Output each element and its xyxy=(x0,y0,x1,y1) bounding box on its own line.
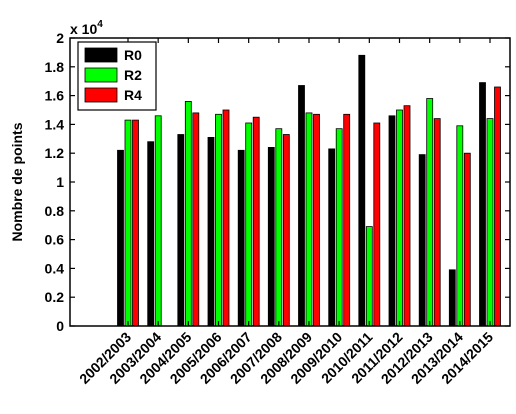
y-tick-label: 0.2 xyxy=(45,289,65,305)
bar-r0-4 xyxy=(237,149,245,327)
y-multiplier-exponent: 4 xyxy=(97,19,103,30)
bar-r0-9 xyxy=(388,115,396,327)
legend-label-r4: R4 xyxy=(124,87,142,103)
bars-group xyxy=(117,54,501,327)
legend-swatch-r4 xyxy=(84,87,118,103)
bar-r2-1 xyxy=(154,115,162,327)
bar-r2-6 xyxy=(305,112,313,327)
legend: R0 R2 R4 xyxy=(77,41,157,111)
bar-r0-5 xyxy=(267,146,275,327)
y-tick-label: 1 xyxy=(56,174,64,190)
bar-r2-5 xyxy=(275,128,283,327)
legend-swatch-r2 xyxy=(84,67,118,83)
legend-swatch-r0 xyxy=(84,47,118,63)
y-tick-label: 0.4 xyxy=(45,260,65,276)
bar-r0-10 xyxy=(418,154,426,327)
y-tick-label: 1.8 xyxy=(45,59,65,75)
y-tick-label: 0.8 xyxy=(45,203,65,219)
bar-r2-8 xyxy=(365,226,373,327)
bar-r0-8 xyxy=(358,54,366,327)
legend-label-r2: R2 xyxy=(124,67,142,83)
y-multiplier-base: x 10 xyxy=(70,21,97,37)
bar-r0-1 xyxy=(147,141,155,327)
bar-r0-11 xyxy=(448,269,456,327)
bar-r0-7 xyxy=(328,148,336,327)
bar-r2-12 xyxy=(486,118,494,327)
bar-r4-11 xyxy=(463,152,471,327)
y-tick-label: 2 xyxy=(56,30,64,46)
bar-r0-6 xyxy=(298,85,305,327)
bar-r4-0 xyxy=(132,119,139,327)
bar-r2-7 xyxy=(335,128,343,327)
bar-r0-0 xyxy=(117,149,124,327)
bar-r4-8 xyxy=(373,122,381,327)
bar-r4-5 xyxy=(282,134,290,327)
bar-r2-4 xyxy=(245,122,253,327)
bar-r2-0 xyxy=(124,119,132,327)
bar-r4-10 xyxy=(433,118,441,327)
y-ticks-group: 0 0.2 0.4 0.6 0.8 1 1.2 1.4 1.6 1.8 2 xyxy=(45,30,510,334)
y-tick-label: 1.2 xyxy=(45,145,65,161)
bar-r4-2 xyxy=(192,112,200,327)
bar-r2-10 xyxy=(426,98,434,327)
bar-r2-11 xyxy=(456,125,464,327)
bar-r2-3 xyxy=(215,113,222,327)
bar-r0-3 xyxy=(207,136,215,327)
y-tick-label: 0 xyxy=(56,318,64,334)
bar-r2-9 xyxy=(396,109,403,327)
y-tick-label: 1.4 xyxy=(45,116,65,132)
bar-r4-3 xyxy=(222,109,230,327)
bar-r4-7 xyxy=(343,113,351,327)
y-tick-label: 0.6 xyxy=(45,232,65,248)
bar-r4-6 xyxy=(313,113,320,327)
bar-r4-4 xyxy=(252,116,260,327)
bar-r2-2 xyxy=(184,101,192,327)
y-axis-label: Nombre de points xyxy=(9,122,25,241)
legend-label-r0: R0 xyxy=(124,47,142,63)
y-tick-label: 1.6 xyxy=(45,88,65,104)
bar-r0-2 xyxy=(177,134,185,327)
bar-r4-12 xyxy=(494,86,501,327)
y-multiplier-label: x 104 xyxy=(70,19,103,37)
bar-r0-12 xyxy=(479,82,486,327)
bar-r4-9 xyxy=(403,105,411,327)
